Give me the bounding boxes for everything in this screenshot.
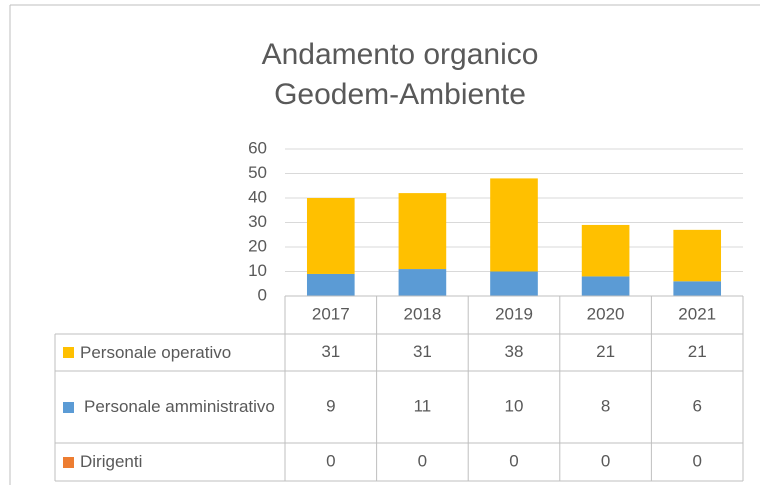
bar-segment xyxy=(306,273,355,296)
bar-segment xyxy=(673,229,722,282)
x-tick-label: 2020 xyxy=(587,304,625,323)
y-tick-label: 40 xyxy=(248,187,267,206)
table-value: 0 xyxy=(601,451,610,470)
title-box: Andamento organico Geodem-Ambiente xyxy=(261,38,539,111)
legend-cell: Personale amministrativo xyxy=(57,371,283,443)
legend-label: Dirigenti xyxy=(80,452,143,471)
legend-key xyxy=(63,401,74,413)
y-tick-label: 30 xyxy=(248,212,267,231)
y-tick-label: 60 xyxy=(248,138,267,157)
table-value: 0 xyxy=(692,451,701,470)
y-tick-label: 20 xyxy=(248,236,267,255)
table-value: 0 xyxy=(326,451,335,470)
bar-segment xyxy=(398,193,447,270)
table-value: 31 xyxy=(321,342,340,361)
table-value: 6 xyxy=(692,396,701,415)
x-tick-label: 2017 xyxy=(312,304,350,323)
x-tick-label: 2018 xyxy=(403,304,441,323)
x-tick-label: 2021 xyxy=(678,304,716,323)
legend-key xyxy=(63,347,74,358)
bar-segment xyxy=(581,224,630,277)
legend-cell: Dirigenti xyxy=(57,443,283,481)
x-tick-label: 2019 xyxy=(495,304,533,323)
bar-segment xyxy=(490,271,538,296)
legend-label: Personale operativo xyxy=(80,342,232,362)
bar-segment xyxy=(490,178,538,272)
table-value: 0 xyxy=(418,451,427,470)
table-value: 9 xyxy=(326,396,335,415)
table-value: 31 xyxy=(413,342,432,361)
table-value: 21 xyxy=(596,342,615,361)
legend-entry: Dirigenti xyxy=(57,443,283,481)
table-value: 21 xyxy=(688,342,707,361)
table-value: 0 xyxy=(509,451,518,470)
chart-title: Andamento organico Geodem-Ambiente xyxy=(261,38,539,111)
bar-segment xyxy=(398,269,447,296)
bar-segment xyxy=(306,198,355,274)
table-value: 8 xyxy=(601,396,610,415)
bar-segment xyxy=(673,281,722,296)
legend-entry: Personale amministrativo xyxy=(57,371,283,443)
legend-entry: Personale operativo xyxy=(57,334,283,371)
legend-label: Personale amministrativo xyxy=(84,397,275,416)
y-tick-label: 50 xyxy=(248,163,267,182)
y-tick-label: 0 xyxy=(258,285,267,304)
table-value: 10 xyxy=(505,396,524,415)
legend-key xyxy=(63,456,74,468)
table-value: 11 xyxy=(414,396,432,415)
y-tick-label: 10 xyxy=(248,261,267,280)
bar-segment xyxy=(581,276,630,296)
table-value: 38 xyxy=(505,342,524,361)
legend-cell: Personale operativo xyxy=(57,334,283,371)
